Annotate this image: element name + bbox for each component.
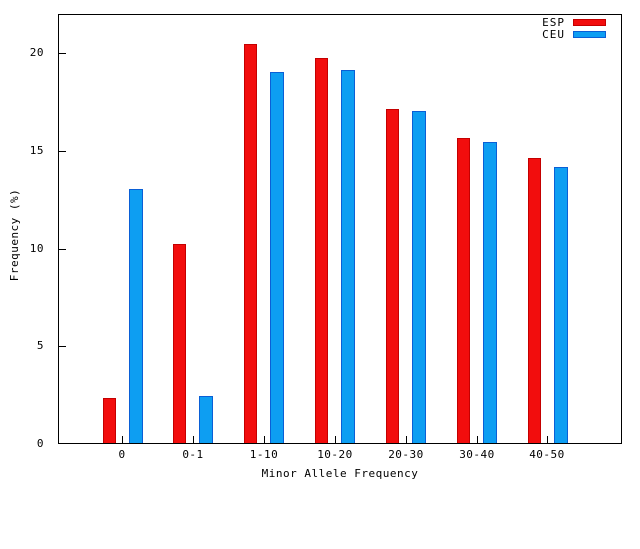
bar-ceu-10-20: [341, 70, 355, 443]
y-tick-5: [59, 346, 66, 347]
x-tick-label-10-20: 10-20: [317, 448, 353, 461]
legend-label-ceu: CEU: [542, 28, 565, 41]
y-tick-15: [59, 151, 66, 152]
bar-ceu-40-50: [554, 167, 568, 443]
x-tick-10-20: [335, 436, 336, 443]
bar-ceu-0: [129, 189, 143, 443]
x-tick-label-40-50: 40-50: [529, 448, 565, 461]
y-tick-20: [59, 53, 66, 54]
bar-ceu-1-10: [270, 72, 284, 443]
x-tick-label-0-1: 0-1: [182, 448, 204, 461]
x-tick-30-40: [477, 436, 478, 443]
legend-row-ceu: CEU: [542, 29, 606, 40]
x-tick-0-1: [193, 436, 194, 443]
y-tick-label-20: 20: [29, 46, 44, 59]
y-tick-label-0: 0: [36, 437, 44, 450]
bar-esp-20-30: [386, 109, 399, 443]
y-tick-label-5: 5: [36, 339, 44, 352]
y-tick-10: [59, 249, 66, 250]
x-tick-0: [122, 436, 123, 443]
y-tick-label-15: 15: [29, 144, 44, 157]
esp-swatch-icon: [573, 19, 606, 26]
legend-row-esp: ESP: [542, 17, 606, 28]
y-tick-label-10: 10: [29, 242, 44, 255]
x-tick-20-30: [406, 436, 407, 443]
x-tick-label-0: 0: [118, 448, 126, 461]
ceu-swatch-icon: [573, 31, 606, 38]
x-tick-label-20-30: 20-30: [388, 448, 424, 461]
legend: ESP CEU: [542, 17, 606, 41]
bar-esp-10-20: [315, 58, 328, 443]
bar-ceu-30-40: [483, 142, 497, 443]
bar-ceu-20-30: [412, 111, 426, 443]
x-tick-1-10: [264, 436, 265, 443]
bar-esp-0-1: [173, 244, 186, 443]
bar-esp-0: [103, 398, 116, 443]
bar-esp-30-40: [457, 138, 470, 443]
y-axis-label: Frequency (%): [8, 188, 21, 282]
legend-label-esp: ESP: [542, 16, 565, 29]
x-axis-label: Minor Allele Frequency: [261, 467, 419, 480]
bar-esp-40-50: [528, 158, 541, 443]
x-tick-40-50: [547, 436, 548, 443]
x-tick-label-30-40: 30-40: [459, 448, 495, 461]
x-tick-label-1-10: 1-10: [249, 448, 279, 461]
bar-ceu-0-1: [199, 396, 213, 443]
bar-esp-1-10: [244, 44, 257, 443]
